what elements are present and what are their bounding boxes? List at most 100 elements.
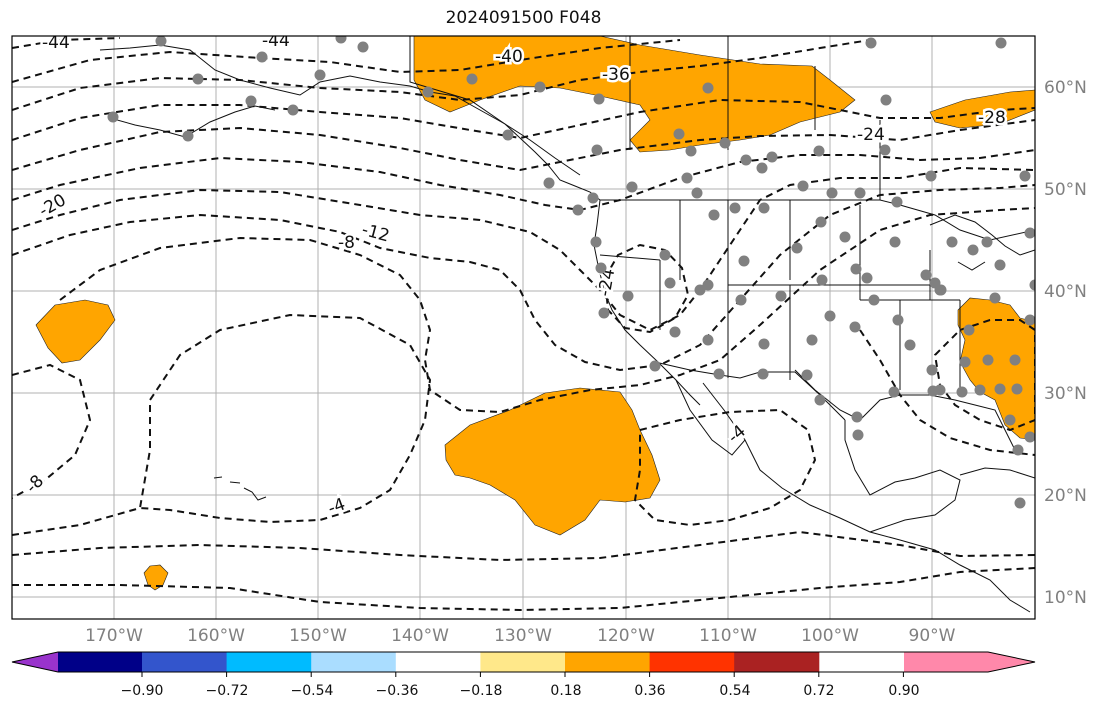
station-marker — [598, 307, 610, 319]
map-frame — [11, 35, 1036, 620]
colorbar-segment — [734, 652, 820, 672]
station-marker — [824, 310, 836, 322]
station-marker — [982, 354, 994, 366]
lat-label: 40°N — [1044, 282, 1087, 302]
lat-label: 30°N — [1044, 384, 1087, 404]
colorbar-tick-label: −0.72 — [205, 683, 249, 699]
colorbar-segment — [480, 652, 566, 672]
station-marker — [256, 51, 268, 63]
lon-label: 100°W — [801, 626, 859, 646]
station-marker — [861, 272, 873, 284]
station-marker — [587, 192, 599, 204]
station-marker — [1012, 444, 1024, 456]
station-marker — [963, 324, 975, 336]
colorbar-segment — [565, 652, 651, 672]
station-marker — [956, 386, 968, 398]
gulf-coast — [794, 369, 1016, 451]
station-marker — [806, 334, 818, 346]
contour-label: -4 — [325, 494, 348, 519]
station-marker — [879, 144, 891, 156]
lon-label: 150°W — [289, 626, 347, 646]
station-marker — [935, 284, 947, 296]
fill-pacific-central — [444, 387, 661, 536]
aleutians — [109, 105, 276, 138]
station-marker — [1024, 431, 1035, 443]
colorbar-tick-label: −0.90 — [120, 683, 164, 699]
station-marker — [925, 170, 937, 182]
colorbar-segment — [311, 652, 397, 672]
station-marker — [854, 187, 866, 199]
station-marker — [758, 338, 770, 350]
station-marker — [850, 263, 862, 275]
station-marker — [904, 339, 916, 351]
station-marker — [1011, 383, 1023, 395]
station-marker — [466, 73, 478, 85]
fill-pacific-north — [35, 299, 116, 364]
station-marker — [994, 383, 1006, 395]
station-marker — [738, 255, 750, 267]
station-marker — [691, 187, 703, 199]
station-marker — [815, 216, 827, 228]
station-marker — [1024, 314, 1035, 326]
station-marker — [852, 429, 864, 441]
station-marker — [572, 204, 584, 216]
station-marker — [967, 244, 979, 256]
station-marker — [107, 111, 119, 123]
station-marker — [694, 284, 706, 296]
lon-label: 90°W — [908, 626, 956, 646]
station-marker — [729, 202, 741, 214]
station-marker — [626, 181, 638, 193]
colorbar-segment — [395, 652, 481, 672]
alaska-coast — [99, 44, 601, 201]
station-marker — [839, 231, 851, 243]
station-marker — [192, 73, 204, 85]
station-marker — [994, 259, 1006, 271]
map-title: 2024091500 F048 — [445, 8, 602, 28]
station-marker — [649, 360, 661, 372]
contour-minus24-closed — [603, 243, 690, 334]
station-marker — [740, 154, 752, 166]
us-mexico-border — [654, 361, 846, 421]
station-marker — [702, 82, 714, 94]
station-marker — [669, 326, 681, 338]
station-marker — [995, 37, 1007, 49]
station-marker — [826, 187, 838, 199]
station-marker — [422, 86, 434, 98]
lon-label: 120°W — [597, 626, 655, 646]
colorbar-tick-label: 0.54 — [719, 683, 751, 699]
contour-label: -44 — [42, 33, 70, 53]
station-marker — [920, 269, 932, 281]
station-marker — [814, 394, 826, 406]
station-marker — [502, 129, 514, 141]
station-marker — [591, 144, 603, 156]
station-marker — [702, 279, 714, 291]
station-marker — [708, 209, 720, 221]
fill-canada-north — [413, 36, 856, 153]
station-marker — [735, 294, 747, 306]
lon-label: 170°W — [85, 626, 143, 646]
contour-label: -20 — [36, 190, 70, 221]
map-area: -44 -44 -40 -36 -28 -24 -20 -12 -8 -24 -… — [12, 33, 1035, 619]
colorbar-segment — [649, 652, 735, 672]
station-marker — [664, 277, 676, 289]
colorbar-segment — [904, 652, 988, 672]
lat-label: 60°N — [1044, 78, 1087, 98]
station-marker — [590, 236, 602, 248]
station-marker — [868, 294, 880, 306]
station-marker — [974, 384, 986, 396]
station-marker — [673, 128, 685, 140]
station-markers — [107, 36, 1035, 509]
lon-label: 130°W — [494, 626, 552, 646]
station-marker — [757, 368, 769, 380]
station-marker — [702, 334, 714, 346]
station-marker — [946, 236, 958, 248]
colorbar-tick-label: −0.18 — [459, 683, 503, 699]
lat-label: 50°N — [1044, 180, 1087, 200]
gridlines — [12, 36, 1035, 619]
station-marker — [1029, 279, 1035, 291]
station-marker — [1019, 170, 1031, 182]
yucatan — [844, 420, 961, 533]
colorbar-extend-min — [12, 652, 59, 672]
station-marker — [801, 369, 813, 381]
contour-label: -8 — [22, 471, 48, 497]
